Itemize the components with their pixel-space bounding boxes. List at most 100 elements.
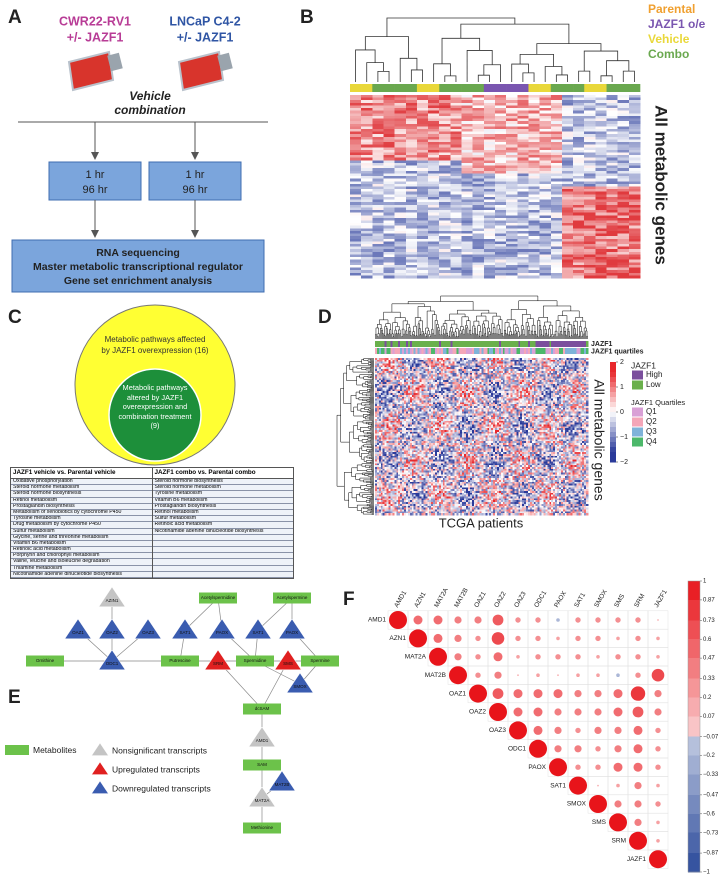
heatmap-cell: [407, 396, 411, 399]
heatmap-cell: [429, 502, 432, 505]
heatmap-cell: [413, 426, 416, 429]
heatmap-cell: [461, 186, 474, 190]
heatmap-cell: [388, 400, 391, 403]
heatmap-cell: [402, 369, 405, 372]
heatmap-cell: [550, 183, 563, 187]
heatmap-cell: [376, 382, 380, 385]
annotation-cell: [378, 348, 382, 354]
heatmap-cell: [617, 181, 630, 185]
heatmap-cell: [429, 422, 432, 425]
heatmap-cell: [380, 444, 384, 447]
heatmap-cell: [382, 511, 385, 514]
heatmap-cell: [407, 463, 411, 466]
heatmap-cell: [411, 448, 415, 451]
heatmap-cell: [378, 426, 382, 429]
heatmap-cell: [423, 363, 426, 366]
heatmap-cell: [606, 275, 619, 279]
heatmap-cell: [415, 418, 418, 422]
heatmap-cell: [606, 230, 619, 234]
heatmap-cell: [506, 249, 518, 253]
heatmap-cell: [405, 144, 418, 148]
heatmap-cell: [376, 487, 380, 490]
heatmap-cell: [380, 446, 384, 449]
heatmap-cell: [628, 262, 641, 266]
heatmap-cell: [427, 396, 430, 399]
heatmap-cell: [380, 476, 384, 479]
heatmap-cell: [372, 123, 384, 127]
heatmap-cell: [433, 500, 436, 503]
heatmap-cell: [388, 422, 391, 425]
heatmap-cell: [411, 468, 415, 471]
heatmap-cell: [416, 162, 429, 166]
heatmap-cell: [394, 398, 397, 401]
heatmap-cell: [436, 391, 440, 394]
heatmap-cell: [361, 257, 373, 261]
heatmap-cell: [433, 474, 436, 477]
heatmap-cell: [411, 402, 415, 405]
heatmap-cell: [416, 149, 429, 153]
heatmap-cell: [407, 444, 411, 447]
heatmap-cell: [411, 407, 415, 411]
heatmap-cell: [413, 489, 416, 492]
heatmap-cell: [350, 178, 362, 182]
annotation-cell: [454, 341, 457, 347]
heatmap-cell: [517, 162, 529, 166]
heatmap-cell: [390, 450, 393, 453]
heatmap-cell: [402, 435, 405, 438]
heatmap-cell: [573, 118, 585, 122]
heatmap-cell: [386, 418, 389, 422]
heatmap-cell: [415, 441, 418, 444]
heatmap-cell: [573, 131, 585, 135]
heatmap-cell: [407, 503, 411, 507]
heatmap-cell: [461, 223, 474, 227]
heatmap-cell: [617, 204, 630, 208]
heatmap-cell: [483, 136, 496, 140]
heatmap-cell: [421, 459, 424, 462]
heatmap-cell: [421, 472, 424, 475]
heatmap-cell: [402, 498, 405, 501]
heatmap-cell: [550, 202, 563, 206]
heatmap-cell: [392, 479, 395, 483]
heatmap-cell: [417, 369, 420, 372]
heatmap-cell: [506, 155, 518, 159]
heatmap-cell: [415, 420, 418, 423]
heatmap-cell: [375, 428, 378, 431]
heatmap-cell: [386, 422, 389, 425]
heatmap-cell: [421, 496, 424, 499]
heatmap-cell: [483, 199, 496, 203]
heatmap-cell: [595, 272, 607, 276]
heatmap-cell: [398, 369, 401, 372]
heatmap-cell: [439, 257, 451, 261]
heatmap-cell: [539, 204, 552, 208]
heatmap-cell: [394, 365, 397, 368]
panel-label: B: [300, 7, 314, 28]
heatmap-cell: [483, 173, 496, 177]
heatmap-cell: [561, 144, 574, 148]
heatmap-cell: [413, 459, 416, 462]
heatmap-cell: [423, 446, 426, 449]
heatmap-cell: [416, 210, 429, 214]
heatmap-cell: [429, 459, 432, 462]
heatmap-cell: [617, 152, 630, 156]
heatmap-cell: [483, 123, 496, 127]
heatmap-cell: [361, 210, 373, 214]
heatmap-cell: [382, 507, 385, 510]
heatmap-cell: [427, 387, 430, 390]
heatmap-cell: [361, 270, 373, 274]
heatmap-cell: [439, 196, 451, 200]
heatmap-cell: [436, 433, 440, 436]
heatmap-cell: [435, 455, 438, 459]
heatmap-cell: [372, 236, 384, 240]
heatmap-cell: [433, 505, 436, 508]
heatmap-cell: [506, 233, 518, 237]
heatmap-cell: [388, 476, 391, 479]
heatmap-cell: [390, 454, 393, 457]
heatmap-cell: [617, 121, 630, 125]
heatmap-cell: [433, 511, 436, 514]
heatmap-cell: [411, 391, 415, 394]
heatmap-cell: [376, 376, 380, 379]
heatmap-cell: [405, 452, 409, 455]
heatmap-cell: [388, 465, 391, 468]
heatmap-cell: [402, 454, 405, 457]
annotation-cell: [429, 348, 432, 354]
